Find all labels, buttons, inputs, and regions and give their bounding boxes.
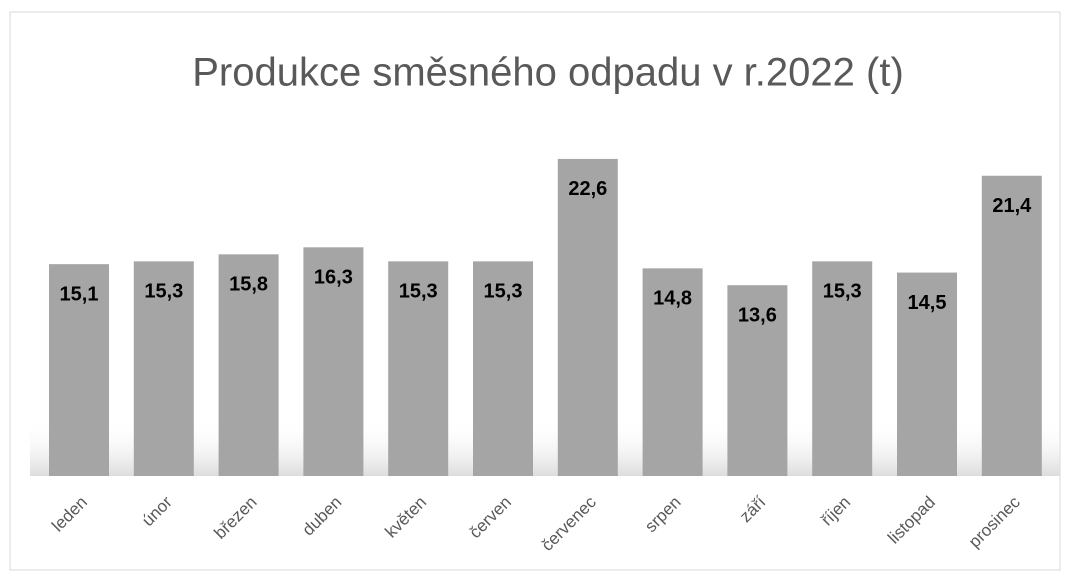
bar [133,261,194,476]
data-label: 14,5 [908,292,947,314]
data-label: 16,3 [314,267,353,289]
bar [303,247,364,476]
bar [642,268,703,476]
data-label: 15,3 [144,281,183,303]
data-label: 15,3 [399,281,438,303]
bar [218,254,279,476]
data-label: 15,1 [60,283,99,305]
data-label: 22,6 [568,178,607,200]
bar [897,272,957,476]
bar [727,285,788,476]
floor-shadow [30,420,1060,476]
data-label: 13,6 [738,304,777,326]
data-label: 15,8 [229,274,268,296]
data-label: 14,8 [653,288,692,310]
bar [557,158,618,476]
bar [49,264,109,476]
data-label: 15,3 [484,281,523,303]
bar [812,261,873,476]
data-label: 21,4 [992,195,1032,217]
bar [981,175,1042,476]
bar [473,261,533,476]
data-label: 15,3 [823,281,862,303]
bar [388,261,449,476]
chart-title: Produkce směsného odpadu v r.2022 (t) [192,51,904,95]
